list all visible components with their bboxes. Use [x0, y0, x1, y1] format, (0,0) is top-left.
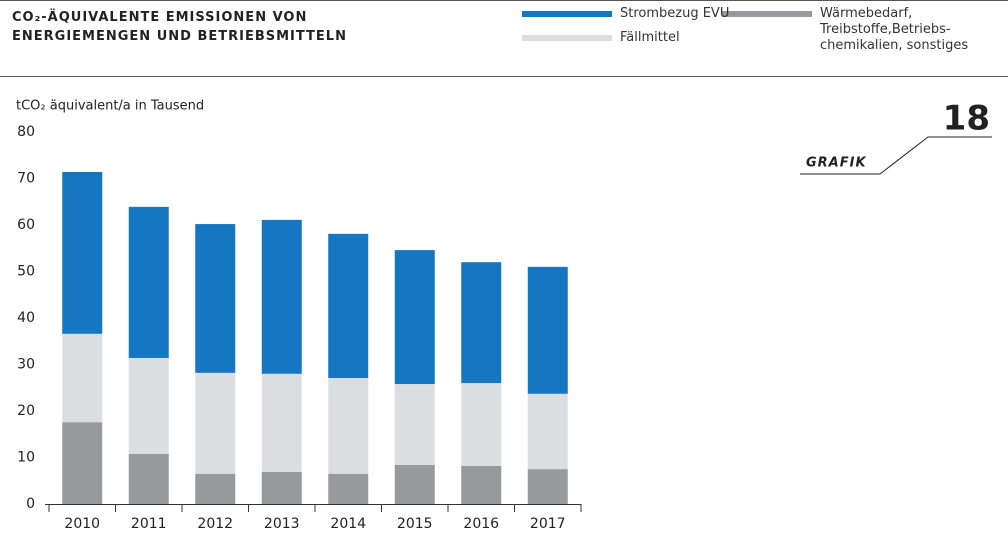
y-tick-label: 10 — [17, 450, 35, 466]
bar-segment — [128, 206, 169, 358]
bar-segment — [527, 393, 568, 470]
bar-segment — [128, 357, 169, 454]
x-tick-label: 2015 — [397, 516, 433, 532]
bar-segment — [62, 422, 103, 504]
bar-segment — [461, 262, 502, 384]
y-tick-label: 50 — [17, 264, 35, 280]
bar-segment — [394, 384, 435, 465]
legend-item: Wärmebedarf, Treibstoffe,Betriebs-chemik… — [722, 6, 988, 54]
x-tick-label: 2016 — [463, 516, 499, 532]
bar-segment — [62, 171, 103, 334]
y-tick-label: 40 — [17, 310, 35, 326]
title-line: CO₂-ÄQUIVALENTE EMISSIONEN VON — [12, 10, 308, 25]
bar-segment — [328, 377, 369, 474]
x-tick-label: 2010 — [64, 516, 100, 532]
bar-segment — [527, 266, 568, 394]
legend-label: Wärmebedarf, Treibstoffe,Betriebs-chemik… — [820, 6, 969, 53]
x-tick-label: 2013 — [264, 516, 300, 532]
legend-item: Strombezug EVU — [522, 6, 780, 22]
y-tick-label: 80 — [17, 124, 35, 140]
bar-segment — [461, 465, 502, 504]
bar-segment — [195, 473, 236, 504]
bar-segment — [195, 224, 236, 373]
bar-segment — [328, 473, 369, 504]
figure-number: 18 — [943, 99, 990, 139]
x-tick-label: 2014 — [330, 516, 366, 532]
x-tick-label: 2011 — [131, 516, 167, 532]
y-tick-label: 70 — [17, 171, 35, 187]
y-tick-label: 20 — [17, 403, 35, 419]
bar-segment — [394, 250, 435, 385]
x-tick-label: 2012 — [197, 516, 233, 532]
legend-swatch — [522, 11, 612, 17]
y-axis-label: tCO₂ äquivalent/a in Tausend — [16, 99, 204, 114]
bar-segment — [328, 233, 369, 378]
figure-line — [800, 136, 992, 175]
y-tick-label: 60 — [17, 217, 35, 233]
y-tick-label: 30 — [17, 357, 35, 373]
bar-segment — [527, 469, 568, 504]
legend-swatch — [522, 35, 612, 41]
bar-segment — [394, 464, 435, 504]
title-line: ENERGIEMENGEN UND BETRIEBSMITTELN — [12, 29, 347, 44]
legend-item: Fällmittel — [522, 30, 780, 46]
chart-title: CO₂-ÄQUIVALENTE EMISSIONEN VON ENERGIEME… — [12, 8, 347, 46]
bar-segment — [261, 373, 302, 472]
legend-label: Fällmittel — [620, 30, 680, 45]
bar-segment — [261, 219, 302, 374]
x-tick-label: 2017 — [530, 516, 566, 532]
bar-segment — [128, 453, 169, 504]
y-tick-label: 0 — [26, 496, 35, 512]
bar-segment — [195, 372, 236, 474]
bar-segment — [461, 383, 502, 466]
legend-label: Strombezug EVU — [620, 6, 730, 21]
legend-swatch — [722, 11, 812, 17]
bar-segment — [62, 333, 103, 423]
figure-label: GRAFIK — [806, 156, 867, 171]
bar-segment — [261, 471, 302, 504]
